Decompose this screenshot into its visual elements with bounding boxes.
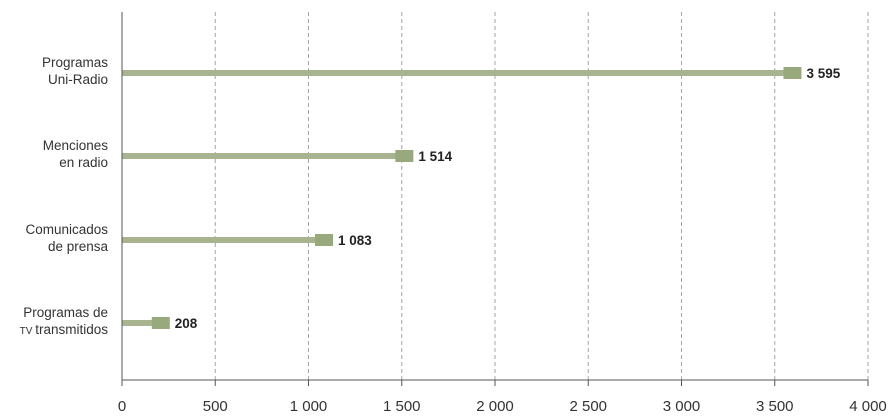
bar-end-marker	[314, 234, 333, 246]
category-label-line: Uni-Radio	[48, 72, 108, 87]
x-tick-label: 1 000	[290, 398, 328, 415]
x-tick-label: 1 500	[383, 398, 421, 415]
data-label: 208	[175, 316, 198, 331]
data-label: 1 083	[338, 233, 372, 248]
bar-end-marker	[395, 150, 414, 162]
category-label: Programas de TV transmitidos	[20, 305, 109, 337]
category-label-line: de prensa	[48, 239, 109, 254]
x-tick-label: 500	[203, 398, 228, 415]
x-tick-label: 0	[118, 398, 126, 415]
x-tick-label: 3 000	[663, 398, 701, 415]
x-tick-label: 2 000	[476, 398, 514, 415]
category-label-line: Programas	[42, 55, 108, 70]
category-label: Programas Uni-Radio	[42, 55, 108, 87]
bar	[122, 153, 405, 159]
x-tick-label: 3 500	[756, 398, 794, 415]
x-tick-label: 2 500	[569, 398, 607, 415]
bars-group	[122, 67, 802, 329]
labels-group: 0 500 1 000 1 500 2 000 2 500 3 000 3 500 4 000 3…	[20, 55, 887, 415]
category-label-abbrev: TV	[20, 326, 36, 337]
bar-end-marker	[783, 67, 802, 79]
bar	[122, 70, 793, 76]
data-label: 3 595	[806, 66, 840, 81]
x-tick-label: 4 000	[849, 398, 887, 415]
axes-group	[121, 12, 869, 386]
grid-lines	[214, 12, 869, 380]
category-label-line: Menciones	[43, 138, 109, 153]
category-label: Comunicados de prensa	[25, 222, 108, 254]
category-label-line: TV transmitidos	[20, 322, 109, 337]
bar	[122, 237, 324, 243]
category-label: Menciones en radio	[43, 138, 109, 170]
category-label-line: Programas de	[23, 305, 108, 320]
bar	[122, 320, 161, 326]
category-label-line: en radio	[59, 155, 108, 170]
category-label-line: Comunicados	[25, 222, 108, 237]
data-label: 1 514	[418, 149, 452, 164]
bar-end-marker	[151, 317, 170, 329]
